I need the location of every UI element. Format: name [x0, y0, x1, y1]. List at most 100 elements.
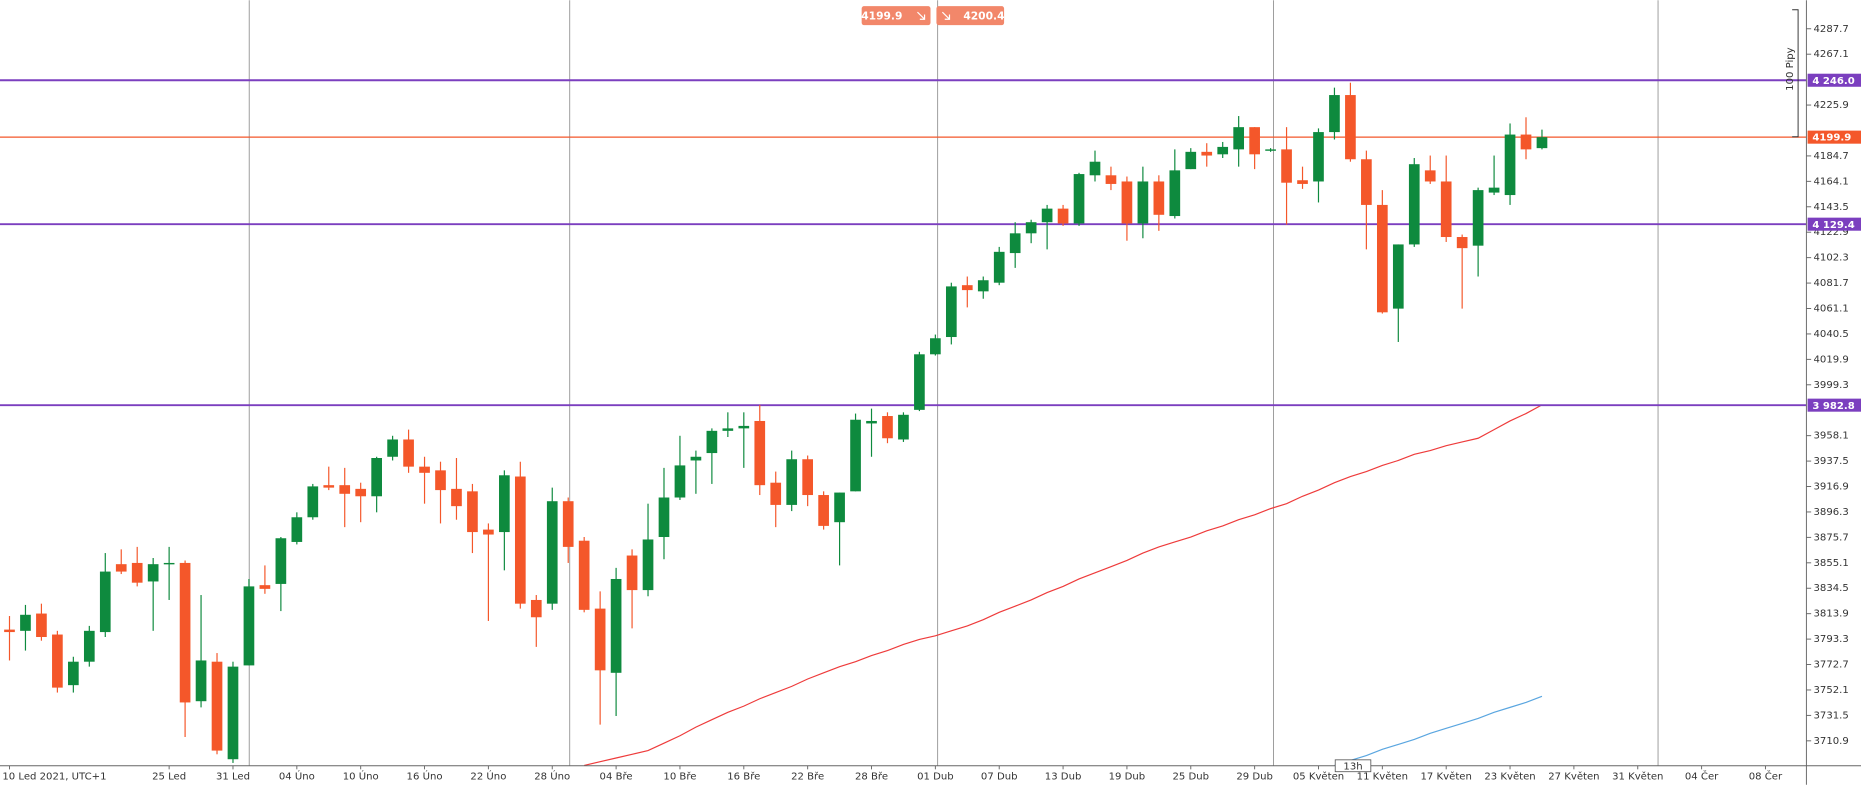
y-tick-label: 3752.1	[1814, 685, 1849, 696]
x-tick-label: 22 Úno	[470, 769, 506, 782]
candle-body	[706, 430, 718, 454]
candle-body	[722, 428, 734, 431]
candle-body	[36, 613, 47, 638]
x-tick-label: 22 Bře	[791, 770, 824, 782]
candle-body	[1137, 181, 1149, 224]
sell-button[interactable]	[861, 6, 931, 26]
y-tick-label: 3896.3	[1814, 507, 1849, 518]
level-label: 4 246.0	[1812, 76, 1854, 87]
y-tick-label: 3813.9	[1814, 609, 1849, 620]
x-tick-label: 25 Dub	[1172, 771, 1209, 782]
candle-body	[1281, 149, 1292, 183]
candle-body	[930, 338, 941, 355]
y-tick-label: 3958.1	[1814, 431, 1849, 442]
sell-icon	[917, 11, 926, 20]
candle-body	[1089, 161, 1101, 176]
candle-body	[594, 608, 606, 671]
candle-body	[83, 630, 95, 662]
candle-body	[1217, 146, 1229, 155]
candle-body	[1297, 180, 1308, 184]
candle-body	[1361, 159, 1372, 205]
candle-body	[275, 538, 287, 584]
candle-body	[483, 529, 494, 535]
level-label: 4 129.4	[1812, 220, 1854, 231]
y-tick-label: 3916.9	[1814, 482, 1849, 493]
pip-annotation: 100 Pipy	[1785, 47, 1796, 90]
candle-body	[802, 459, 814, 496]
candle-body	[451, 488, 462, 507]
candle-body	[1025, 222, 1037, 234]
candle-body	[882, 416, 893, 439]
candle-body	[403, 439, 414, 467]
candle-body	[1488, 187, 1500, 193]
candle-body	[578, 540, 590, 610]
candle-body	[387, 439, 398, 457]
buy-icon	[941, 11, 951, 20]
candle-body	[1313, 132, 1324, 182]
candle-body	[786, 459, 798, 505]
candle-body	[1408, 164, 1420, 245]
buy-price[interactable]: 4200.4	[963, 9, 1004, 22]
candle-body	[1041, 208, 1053, 223]
candle-body	[419, 466, 430, 473]
pip-ruler	[1792, 9, 1799, 138]
candle-body	[243, 586, 255, 666]
y-tick-label: 4102.3	[1814, 253, 1849, 264]
x-tick-label: 23 Květen	[1484, 770, 1535, 782]
candle-body	[259, 585, 271, 589]
candle-body	[1345, 95, 1356, 160]
y-tick-label: 4081.7	[1814, 278, 1849, 289]
y-tick-label: 4019.9	[1814, 354, 1849, 365]
candle-body	[770, 482, 782, 505]
buy-button[interactable]	[936, 6, 1005, 26]
y-tick-label: 4122.9	[1814, 227, 1849, 238]
candle-body	[754, 420, 766, 486]
x-tick-label: 25 Led	[152, 771, 186, 782]
sell-price[interactable]: 4199.9	[861, 9, 902, 22]
plot-area	[0, 79, 1807, 766]
candle-body	[993, 251, 1005, 283]
candle-body	[20, 614, 31, 631]
candle-body	[1392, 244, 1404, 309]
y-tick-label: 4225.9	[1814, 100, 1849, 111]
candle-body	[4, 629, 15, 633]
level-label: 4199.9	[1812, 133, 1851, 144]
candle-body	[1073, 174, 1085, 224]
candle-body	[1009, 233, 1021, 254]
candle-body	[738, 425, 750, 429]
candle-body	[1105, 175, 1117, 184]
level-label-box	[1807, 73, 1861, 87]
candle-body	[1233, 127, 1245, 150]
candle-body	[866, 420, 877, 424]
candle-body	[115, 564, 127, 572]
candle-body	[1504, 134, 1516, 196]
candle-body	[211, 661, 223, 751]
level-label-box	[1807, 398, 1861, 412]
x-tick-label: 04 Úno	[279, 769, 315, 782]
candle-body	[1249, 127, 1260, 155]
candle-body	[195, 660, 207, 702]
x-tick-label: 10 Led 2021, UTC+1	[2, 771, 106, 782]
y-tick-label: 3772.7	[1814, 660, 1849, 671]
candle-body	[914, 354, 925, 410]
x-tick-label: 05 Květen	[1293, 770, 1344, 782]
y-tick-label: 4267.1	[1814, 49, 1849, 60]
candle-body	[1456, 237, 1468, 249]
level-label-box	[1807, 217, 1861, 231]
x-tick-label: 31 Květen	[1612, 770, 1663, 782]
level-label-box	[1807, 130, 1861, 144]
candle-body	[1121, 181, 1133, 224]
x-tick-label: 19 Dub	[1109, 771, 1146, 782]
x-tick-label: 27 Květen	[1548, 770, 1599, 782]
y-tick-label: 4040.5	[1814, 329, 1849, 340]
x-tick-label: 11 Květen	[1357, 770, 1408, 782]
time-marker-box	[1334, 759, 1372, 773]
candle-body	[1424, 170, 1436, 182]
x-tick-label: 08 Čer	[1749, 769, 1783, 782]
candle-body	[1329, 95, 1340, 133]
y-tick-label: 3999.3	[1814, 380, 1849, 391]
candle-body	[961, 285, 973, 291]
y-tick-label: 3793.3	[1814, 634, 1849, 645]
